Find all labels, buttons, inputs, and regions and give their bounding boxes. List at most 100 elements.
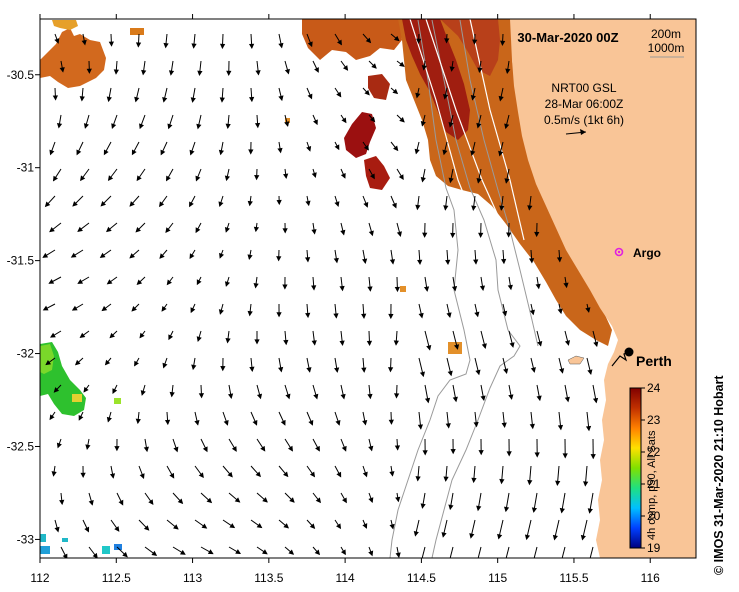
current-arrow [52, 87, 58, 101]
current-arrow [388, 357, 394, 373]
current-arrow [100, 195, 112, 207]
current-arrow [254, 330, 260, 345]
current-arrow [340, 384, 346, 400]
current-arrow [76, 141, 84, 156]
current-arrow [108, 33, 114, 47]
current-arrow [80, 168, 90, 182]
current-arrow [196, 330, 202, 342]
current-arrow [312, 492, 321, 504]
current-arrow [417, 411, 423, 430]
current-arrow [129, 195, 140, 207]
current-arrow [589, 546, 594, 558]
current-arrow [282, 276, 288, 290]
current-arrow [469, 519, 476, 539]
current-arrow [449, 60, 455, 72]
current-arrow [390, 141, 399, 152]
current-arrow [110, 519, 120, 532]
current-arrow [276, 249, 282, 262]
current-arrow [361, 303, 367, 320]
current-arrow [443, 465, 449, 482]
current-arrow [106, 411, 112, 423]
current-arrow [276, 195, 282, 206]
current-arrow [368, 546, 374, 557]
current-arrow [368, 222, 374, 237]
current-arrow [443, 195, 449, 211]
current-arrow [278, 465, 289, 478]
current-arrow [86, 60, 92, 74]
current-arrow [473, 411, 479, 428]
current-arrow [583, 465, 589, 487]
current-arrow [478, 438, 484, 456]
current-arrow [277, 141, 283, 154]
current-arrow [42, 249, 56, 258]
lon-tick-label: 113.5 [254, 571, 283, 585]
current-arrow [226, 60, 232, 76]
current-arrow [508, 330, 515, 348]
current-arrow [561, 546, 566, 558]
current-arrow [112, 384, 118, 394]
current-arrow [592, 384, 599, 404]
current-arrow [54, 519, 60, 533]
sst-speck [448, 342, 462, 354]
current-arrow [164, 411, 171, 426]
current-arrow [450, 222, 456, 239]
current-arrow [78, 411, 84, 421]
current-arrow [116, 546, 128, 558]
current-arrow [449, 546, 454, 558]
current-arrow [77, 276, 90, 284]
current-arrow [334, 465, 342, 478]
current-arrow [70, 249, 84, 258]
sst-patch-green-light [40, 344, 54, 374]
current-arrow [470, 87, 476, 101]
colorbar-scale [629, 387, 642, 549]
bathymetry-legend-200m: 200m [651, 27, 681, 41]
current-arrow [448, 114, 454, 128]
current-arrow [172, 438, 179, 453]
latitude-axis: -30.5 -31 -31.5 -32 -32.5 -33 [7, 68, 40, 546]
current-arrow [255, 60, 261, 76]
current-arrow [254, 114, 261, 129]
current-arrow [160, 141, 168, 156]
current-arrow [368, 60, 377, 69]
plot-frame [39, 18, 697, 559]
current-arrow [362, 249, 368, 265]
perth-label: Perth [636, 353, 672, 369]
current-arrow [304, 249, 311, 263]
colorbar-tick-label: 23 [647, 413, 661, 427]
current-arrow [389, 465, 395, 477]
current-arrow [189, 141, 196, 156]
current-arrow [499, 195, 505, 211]
current-arrow [503, 492, 510, 513]
current-arrow [228, 546, 241, 555]
current-arrow [143, 438, 149, 453]
current-arrow [60, 546, 68, 558]
current-arrow [498, 87, 504, 102]
current-arrow [445, 249, 451, 266]
current-arrow [590, 438, 596, 460]
current-arrow [420, 114, 426, 127]
current-arrow [446, 357, 453, 377]
current-arrow [530, 357, 536, 373]
current-arrow [587, 492, 594, 514]
current-arrow [340, 546, 346, 556]
current-arrow [131, 141, 140, 156]
current-arrow [79, 330, 90, 338]
current-arrow [333, 249, 339, 264]
current-arrow [362, 87, 370, 96]
current-arrow [415, 465, 421, 482]
current-arrow [334, 357, 340, 373]
current-arrow [306, 87, 313, 100]
current-arrow [197, 60, 203, 77]
current-arrow [311, 330, 317, 346]
current-arrow [282, 222, 288, 234]
current-arrow [501, 411, 507, 428]
current-arrow [415, 195, 421, 211]
current-arrow [49, 222, 62, 233]
current-arrow [45, 357, 56, 366]
current-arrow [283, 168, 289, 179]
current-arrow [218, 141, 225, 156]
sst-patch-northwest-top [52, 20, 78, 30]
current-arrow [79, 87, 85, 102]
current-arrow [284, 438, 293, 452]
current-arrow [194, 465, 204, 479]
